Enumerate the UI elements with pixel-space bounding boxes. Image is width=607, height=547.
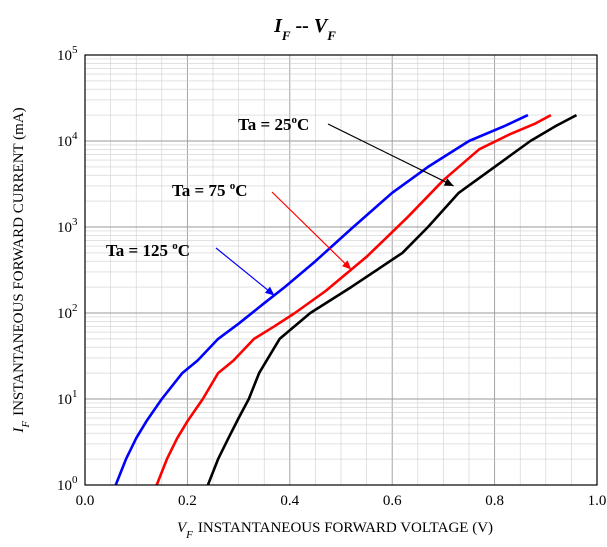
- series-label: Ta = 25oC: [238, 114, 309, 134]
- plot-frame: [84, 54, 598, 486]
- arrow-head: [342, 260, 352, 270]
- series-line: [206, 113, 578, 486]
- series-label: Ta = 75 oC: [172, 180, 248, 200]
- x-axis-ticks: 0.0 0.2 0.4 0.6 0.8 1.0: [76, 493, 607, 509]
- arrow-head: [264, 286, 275, 296]
- y-tick-label: 100: [57, 474, 78, 494]
- y-tick-label: 102: [57, 302, 78, 322]
- label-arrow: [327, 123, 454, 187]
- series-line: [155, 113, 552, 486]
- series-group: [114, 113, 578, 486]
- x-tick-label: 0.8: [485, 493, 504, 509]
- y-tick-label: 105: [57, 44, 78, 64]
- x-tick-label: 0.4: [280, 493, 299, 509]
- y-tick-label: 101: [57, 388, 78, 408]
- x-tick-label: 0.0: [76, 493, 95, 509]
- x-tick-label: 0.6: [383, 493, 402, 509]
- y-tick-label: 104: [57, 130, 78, 150]
- y-axis-ticks: 100 101 102 103 104 105: [57, 44, 78, 494]
- label-arrow: [271, 191, 352, 270]
- label-arrow: [215, 247, 275, 296]
- y-tick-label: 103: [57, 216, 78, 236]
- x-tick-label: 0.2: [178, 493, 197, 509]
- x-tick-label: 1.0: [588, 493, 607, 509]
- grid: [85, 55, 597, 485]
- annotations: Ta = 25oC Ta = 75 oC Ta = 125 oC: [106, 114, 454, 296]
- x-axis-label: VF INSTANTANEOUS FORWARD VOLTAGE (V): [177, 520, 493, 541]
- y-axis-label: IFINSTANTANEOUS FORWARD CURRENT (mA): [11, 107, 32, 433]
- arrow-head: [443, 178, 454, 186]
- series-label: Ta = 125 oC: [106, 240, 190, 260]
- chart-title: IF -- VF: [273, 15, 336, 43]
- series-line: [114, 113, 529, 486]
